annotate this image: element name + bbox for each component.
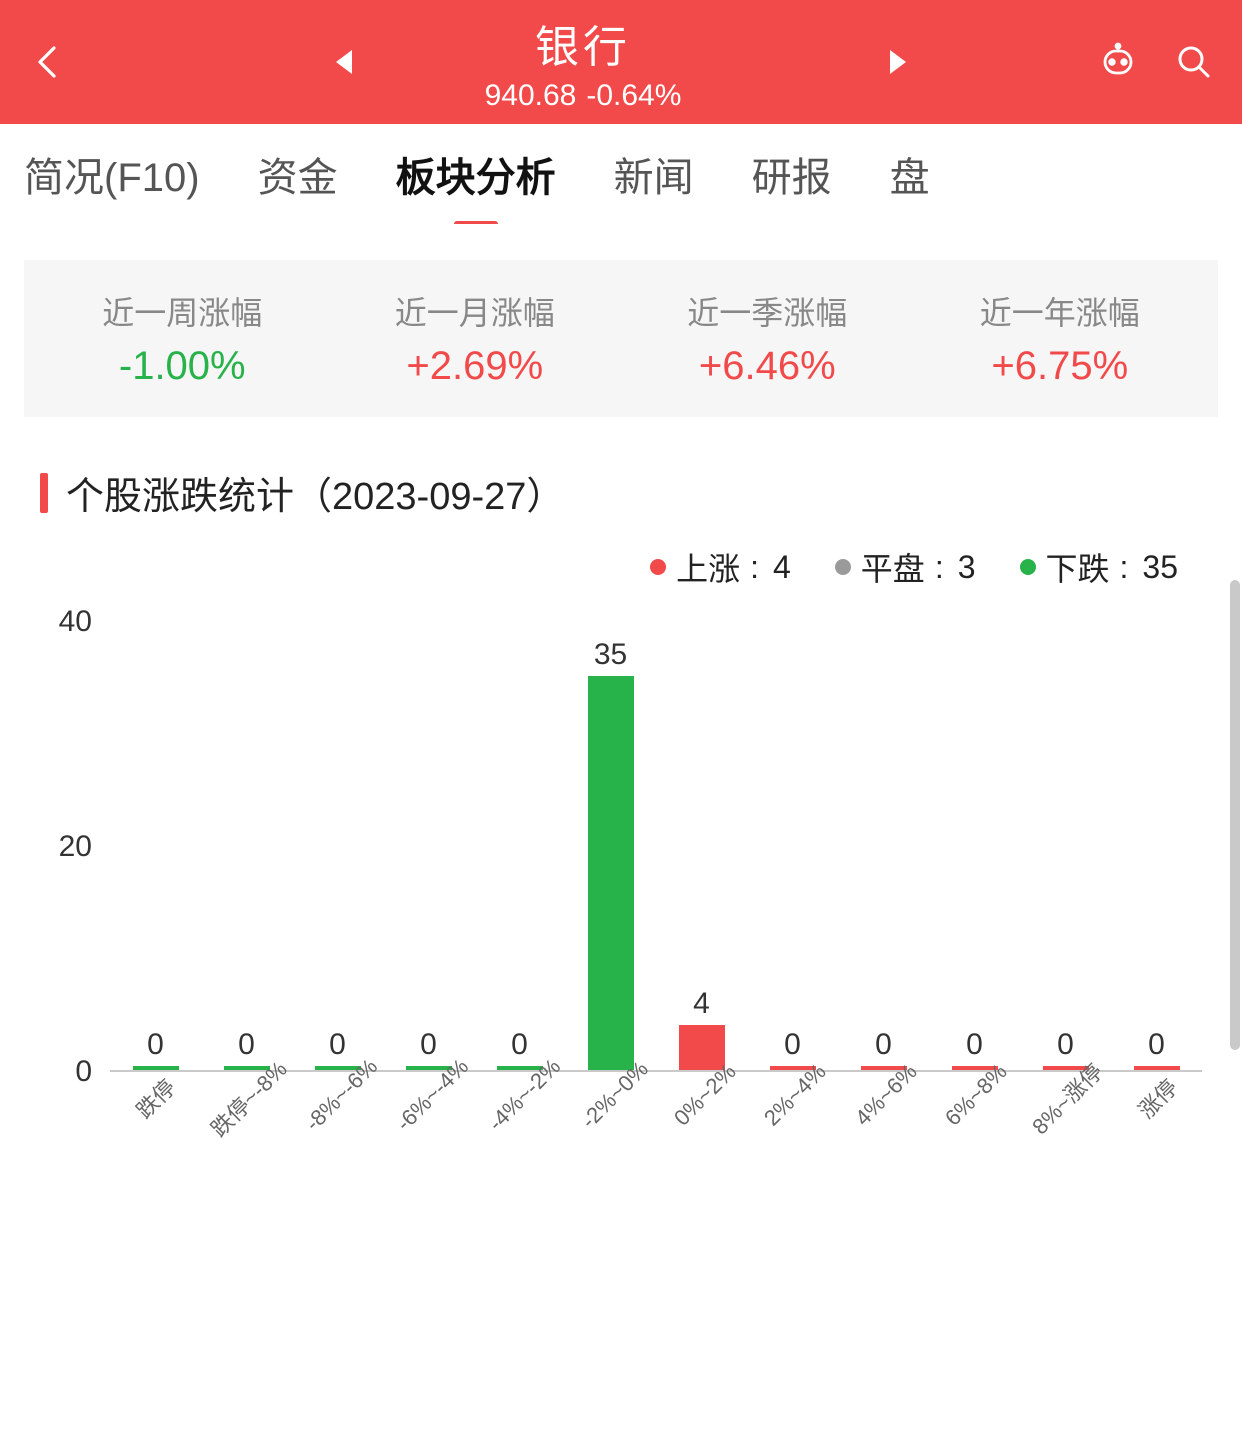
legend-flat-count: 3 — [958, 549, 976, 586]
stock-subtitle: 940.68 -0.64% — [485, 79, 682, 113]
chart-legend: 上涨: 4 平盘: 3 下跌: 35 — [0, 544, 1242, 602]
next-stock-icon[interactable] — [874, 38, 922, 86]
chart-bar-value: 0 — [511, 1028, 528, 1062]
chart-x-label: -6%~-4% — [387, 1072, 478, 1152]
stat-quarter-value: +6.46% — [699, 344, 836, 389]
chart-x-label: 涨停 — [1112, 1072, 1202, 1152]
chart-bar-slot: 0 — [1111, 1066, 1202, 1070]
legend-up-label: 上涨 — [676, 544, 740, 590]
tab-sector-analysis[interactable]: 板块分析 — [396, 127, 556, 221]
legend-down: 下跌: 35 — [1020, 544, 1179, 590]
chart-bar-value: 0 — [420, 1028, 437, 1062]
distribution-chart: 02040 0000035400000 跌停跌停~-8%-8%~-6%-6%~-… — [40, 612, 1202, 1152]
chart-x-label: -8%~-6% — [296, 1072, 387, 1152]
legend-up-count: 4 — [773, 549, 791, 586]
header-bar: 银行 940.68 -0.64% — [0, 0, 1242, 124]
search-icon[interactable] — [1170, 38, 1218, 86]
legend-down-dot-icon — [1020, 559, 1036, 575]
back-icon[interactable] — [24, 38, 72, 86]
legend-up: 上涨: 4 — [650, 544, 791, 590]
legend-up-dot-icon — [650, 559, 666, 575]
chart-y-tick: 40 — [59, 605, 92, 639]
chart-y-axis: 02040 — [40, 612, 100, 1072]
header-left-group — [24, 38, 72, 86]
stat-year-label: 近一年涨幅 — [980, 288, 1140, 334]
tab-overview[interactable]: 简况(F10) — [24, 127, 200, 221]
chart-bar — [588, 676, 634, 1070]
chart-bar-value: 0 — [784, 1028, 801, 1062]
stat-year: 近一年涨幅 +6.75% — [914, 288, 1207, 389]
chart-y-tick: 20 — [59, 830, 92, 864]
chart-bar-value: 35 — [594, 638, 627, 672]
stat-week-value: -1.00% — [119, 344, 246, 389]
legend-flat: 平盘: 3 — [835, 544, 976, 590]
stat-quarter-label: 近一季涨幅 — [687, 288, 847, 334]
chart-x-label: -2%~0% — [570, 1072, 660, 1152]
header-title-group: 银行 940.68 -0.64% — [72, 11, 1094, 113]
stock-title: 银行 — [535, 11, 631, 75]
stat-year-value: +6.75% — [991, 344, 1128, 389]
chart-bar-value: 0 — [147, 1028, 164, 1062]
legend-down-count: 35 — [1142, 549, 1178, 586]
chart-bar-value: 0 — [875, 1028, 892, 1062]
legend-down-label: 下跌 — [1046, 544, 1110, 590]
section-title: 个股涨跌统计（2023-09-27） — [40, 465, 1202, 520]
stat-month-label: 近一月涨幅 — [395, 288, 555, 334]
legend-flat-dot-icon — [835, 559, 851, 575]
chart-bar-value: 0 — [966, 1028, 983, 1062]
chart-x-label: 6%~8% — [931, 1072, 1021, 1152]
chart-bar — [133, 1066, 179, 1070]
stock-change-pct: -0.64% — [586, 79, 681, 113]
stat-week: 近一周涨幅 -1.00% — [36, 288, 329, 389]
tab-news[interactable]: 新闻 — [614, 127, 694, 221]
chart-x-label: 8%~涨停 — [1021, 1072, 1111, 1152]
stat-month: 近一月涨幅 +2.69% — [329, 288, 622, 389]
legend-flat-label: 平盘 — [861, 544, 925, 590]
section-title-text: 个股涨跌统计（2023-09-27） — [66, 465, 564, 520]
stock-price: 940.68 — [485, 79, 577, 113]
chart-bar-slot: 35 — [565, 676, 656, 1070]
chart-x-labels: 跌停跌停~-8%-8%~-6%-6%~-4%-4%~-2%-2%~0%0%~2%… — [110, 1072, 1202, 1152]
chart-x-label: 跌停~-8% — [200, 1072, 296, 1152]
tab-more[interactable]: 盘 — [890, 127, 930, 221]
chart-plot: 0000035400000 — [110, 622, 1202, 1072]
chart-bar-value: 0 — [1057, 1028, 1074, 1062]
prev-stock-icon[interactable] — [320, 38, 368, 86]
chart-bar-value: 0 — [238, 1028, 255, 1062]
stat-month-value: +2.69% — [406, 344, 543, 389]
chart-x-label: 2%~4% — [750, 1072, 840, 1152]
chart-x-label: -4%~-2% — [479, 1072, 570, 1152]
tab-funds[interactable]: 资金 — [258, 127, 338, 221]
tab-reports[interactable]: 研报 — [752, 127, 832, 221]
chart-bar — [1134, 1066, 1180, 1070]
chart-bar-slot: 0 — [110, 1066, 201, 1070]
tab-bar: 简况(F10) 资金 板块分析 新闻 研报 盘 — [0, 124, 1242, 224]
stat-quarter: 近一季涨幅 +6.46% — [621, 288, 914, 389]
chart-bar-slot: 4 — [656, 1025, 747, 1070]
stats-panel-wrap: 近一周涨幅 -1.00% 近一月涨幅 +2.69% 近一季涨幅 +6.46% 近… — [0, 224, 1242, 417]
stat-week-label: 近一周涨幅 — [102, 288, 262, 334]
robot-icon[interactable] — [1094, 38, 1142, 86]
header-right-group — [1094, 38, 1218, 86]
chart-x-label: 0%~2% — [660, 1072, 750, 1152]
chart-x-label: 跌停 — [110, 1072, 200, 1152]
chart-bars: 0000035400000 — [110, 622, 1202, 1070]
chart-x-label: 4%~6% — [841, 1072, 931, 1152]
chart-bar-value: 4 — [693, 987, 710, 1021]
scrollbar-thumb[interactable] — [1230, 580, 1240, 1050]
chart-y-tick: 0 — [75, 1055, 92, 1089]
chart-bar-value: 0 — [1148, 1028, 1165, 1062]
stats-panel: 近一周涨幅 -1.00% 近一月涨幅 +2.69% 近一季涨幅 +6.46% 近… — [24, 260, 1218, 417]
chart-bar-slot: 0 — [929, 1066, 1020, 1070]
section-title-bar-icon — [40, 473, 48, 513]
chart-bar-value: 0 — [329, 1028, 346, 1062]
